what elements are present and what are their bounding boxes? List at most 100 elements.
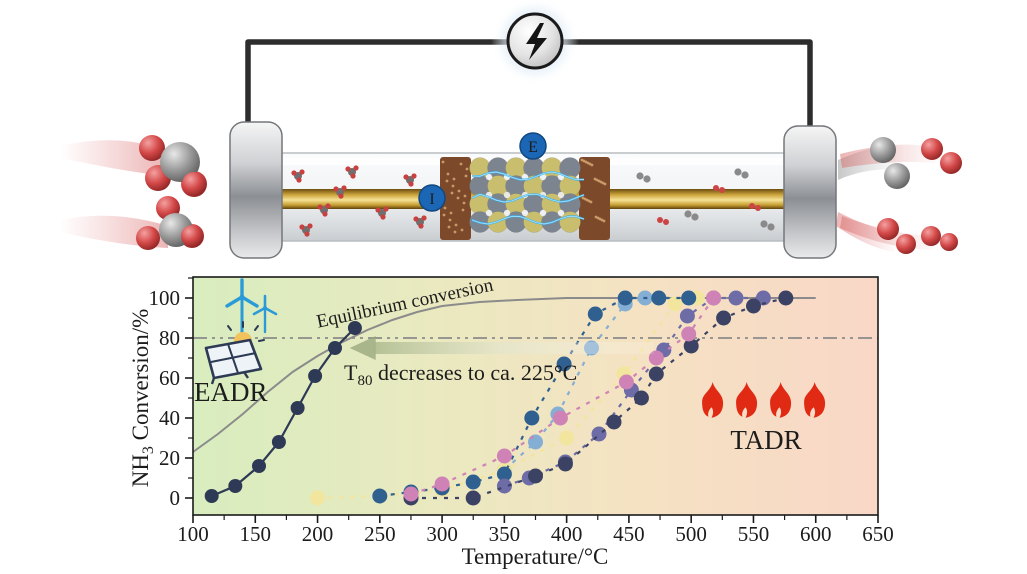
plasma-arcs — [471, 170, 585, 226]
x-axis-title: Temperature/°C — [462, 544, 609, 569]
data-point — [465, 490, 481, 506]
circuit — [245, 0, 813, 128]
outer-electrode-badge: E — [519, 132, 547, 160]
flame-icon — [702, 382, 724, 418]
series-line — [411, 296, 787, 500]
n2-mini-molecule — [684, 210, 699, 221]
data-point — [648, 350, 664, 366]
data-point — [290, 401, 305, 415]
x-tick-label: 650 — [862, 522, 894, 546]
data-point — [204, 489, 219, 503]
data-point — [347, 321, 362, 335]
x-tick-label: 600 — [800, 522, 832, 546]
nh3-molecule — [136, 196, 204, 250]
data-point — [252, 459, 266, 473]
h2-mini-molecule — [657, 217, 669, 225]
n2-molecule — [870, 137, 910, 189]
inner-electrode-badge: I — [418, 184, 446, 212]
eadr-region-label: EADR — [194, 377, 268, 407]
data-point — [434, 476, 450, 492]
tadr-flames — [702, 382, 826, 418]
x-tick-label: 350 — [489, 522, 521, 546]
data-point — [528, 468, 543, 484]
data-point — [557, 456, 573, 472]
nh3-molecule — [139, 135, 207, 197]
flame-icon — [804, 382, 826, 418]
motion-trail — [60, 140, 165, 176]
inlet-stream — [60, 135, 207, 250]
series-line — [410, 297, 715, 496]
nh3-mini-molecule — [345, 165, 359, 179]
data-point — [728, 290, 744, 306]
data-point — [633, 390, 649, 406]
tadr-region-label: TADR — [730, 425, 801, 455]
series-tadr-catalyst-orchid-pink- — [403, 290, 722, 502]
plug-texture — [441, 158, 607, 234]
nh3-mini-molecule — [291, 169, 305, 183]
h2-mini-molecule — [749, 203, 761, 211]
y-tick-label: 40 — [159, 406, 180, 430]
t80-text: decreases to ca. 225°C — [372, 360, 577, 385]
nh3-mini-molecule — [403, 173, 417, 187]
lightning-bolt-icon — [526, 23, 547, 60]
arrow-head — [349, 336, 376, 360]
h2-molecule — [921, 226, 958, 251]
wind-turbine-icon — [225, 278, 278, 334]
y-tick-label: 20 — [159, 446, 180, 470]
x-tick-label: 500 — [675, 522, 707, 546]
outer-electrode-label: E — [528, 139, 538, 156]
y-tick-label: 0 — [170, 486, 181, 510]
data-point — [228, 479, 243, 493]
x-tick-label: 550 — [738, 522, 770, 546]
plot-content — [192, 290, 878, 506]
y-title-rest: Conversion/% — [128, 309, 153, 446]
y-title-prefix: NH — [128, 454, 153, 487]
data-point — [681, 290, 697, 306]
data-point — [648, 366, 664, 382]
n2-mini-molecule — [734, 168, 749, 179]
t80-prefix: T — [344, 360, 358, 385]
x-tick-label: 250 — [364, 522, 396, 546]
electrode-badge-circle — [418, 184, 446, 212]
data-point — [746, 298, 761, 314]
x-tick-label: 150 — [240, 522, 272, 546]
data-point — [606, 414, 622, 430]
x-tick-label: 300 — [426, 522, 458, 546]
x-tick-label: 100 — [177, 522, 209, 546]
data-point — [617, 290, 633, 306]
y-title-subscript: 3 — [140, 446, 157, 454]
nh3-mini-molecule — [413, 215, 427, 229]
data-point — [667, 296, 683, 312]
ammonia-molecules — [136, 135, 207, 250]
h2-molecule — [921, 138, 962, 174]
data-point — [524, 410, 540, 426]
wire-right — [561, 39, 813, 128]
reactor — [229, 121, 837, 259]
data-point — [618, 374, 634, 390]
h2-molecule — [877, 218, 916, 254]
data-point — [679, 308, 695, 324]
series-line — [317, 296, 698, 500]
data-point — [552, 410, 568, 426]
outlet-stream — [836, 137, 962, 254]
data-point — [587, 306, 603, 322]
gas-molecules-in-tube — [291, 165, 775, 237]
solar-panel-icon — [204, 321, 265, 385]
nh3-mini-molecule — [333, 185, 347, 199]
data-point — [328, 341, 342, 355]
flange-right — [783, 125, 837, 259]
flange-left — [229, 121, 283, 259]
chart: 100 150 200 250 300 350 400 450 500 550 600 650 0 20 4… — [128, 275, 894, 569]
h2-mini-molecule — [713, 185, 725, 193]
data-point — [559, 430, 575, 446]
series-tadr-catalyst-steel-blue- — [372, 290, 697, 504]
data-point — [496, 448, 512, 464]
n2-mini-molecule — [636, 172, 651, 183]
data-point — [681, 326, 697, 342]
data-point — [778, 290, 794, 306]
series-line — [504, 296, 764, 488]
inner-electrode-label: I — [429, 191, 434, 208]
electrode-badge-circle — [519, 132, 547, 160]
t80-subscript: 80 — [357, 373, 372, 389]
data-point — [716, 310, 732, 326]
